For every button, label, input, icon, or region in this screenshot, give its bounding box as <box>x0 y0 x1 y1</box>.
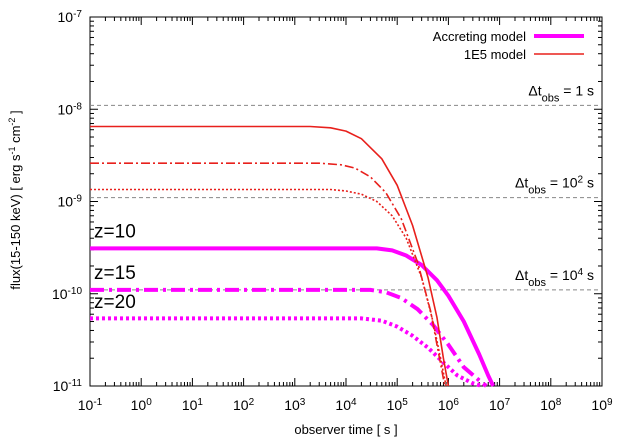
legend: Accreting model 1E5 model <box>433 29 584 62</box>
legend-label: Accreting model <box>433 29 526 44</box>
series-line <box>90 316 483 388</box>
series-line <box>90 287 488 388</box>
x-tick-label: 10-1 <box>78 397 103 414</box>
x-tick-label: 106 <box>438 397 460 414</box>
x-tick-label: 103 <box>284 397 306 414</box>
x-tick-label: 101 <box>182 397 204 414</box>
reference-line-label: Δtobs = 1 s <box>528 82 594 104</box>
legend-label: 1E5 model <box>464 47 526 62</box>
redshift-label: z=20 <box>94 292 136 313</box>
x-tick-label: 100 <box>131 397 153 414</box>
series-line <box>90 246 496 387</box>
reference-line-label: Δtobs = 104 s <box>515 266 594 289</box>
series-line <box>90 162 446 387</box>
y-tick-label: 10-9 <box>58 193 83 210</box>
axis-ticks: 10-1 100 101 102 103 104 105 106 107 108 109 10-11 1… <box>52 9 613 414</box>
x-tick-label: 102 <box>233 397 255 414</box>
series-line <box>90 125 450 387</box>
x-tick-label: 104 <box>335 397 357 414</box>
x-tick-label: 109 <box>591 397 613 414</box>
chart-labels: z=10 z=15 z=20 <box>94 222 136 314</box>
x-tick-label: 107 <box>489 397 511 414</box>
series-line <box>90 188 447 387</box>
plot-frame <box>89 16 603 387</box>
y-tick-label: 10-7 <box>58 9 83 26</box>
y-tick-label: 10-10 <box>52 285 82 302</box>
y-tick-label: 10-11 <box>53 378 83 395</box>
x-axis-label: observer time [ s ] <box>294 422 397 437</box>
x-tick-label: 105 <box>387 397 409 414</box>
y-tick-label: 10-8 <box>58 101 83 118</box>
series-lines <box>90 125 496 388</box>
redshift-label: z=10 <box>94 222 136 243</box>
reference-lines: Δtobs = 1 s Δtobs = 102 s Δtobs = 104 s <box>90 82 602 291</box>
redshift-label: z=15 <box>94 263 136 284</box>
x-tick-label: 108 <box>540 397 562 414</box>
reference-line-label: Δtobs = 102 s <box>515 174 594 197</box>
y-axis-label: flux(15-150 keV) [ erg s-1 cm-2 ] <box>7 110 23 289</box>
